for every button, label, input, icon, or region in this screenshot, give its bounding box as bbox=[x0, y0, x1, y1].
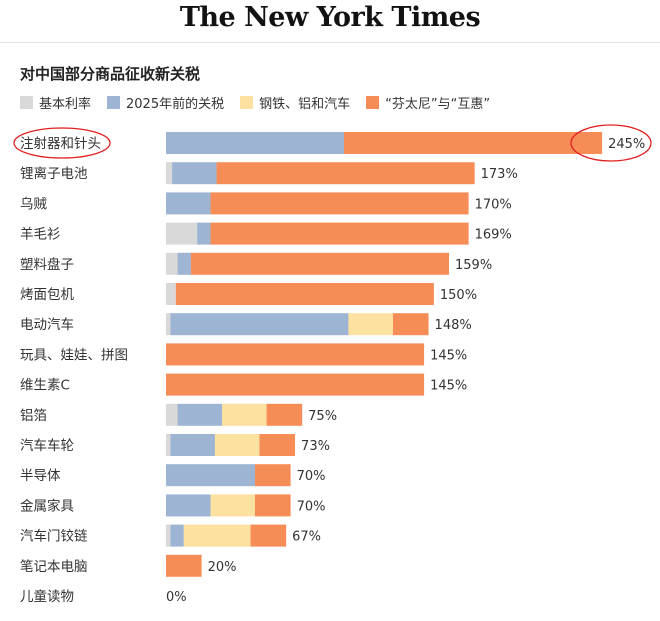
legend-label-fentanyl-reciprocal: “芬太尼”与“互惠” bbox=[385, 96, 491, 112]
legend-swatch-steel-aluminum-auto bbox=[240, 95, 254, 109]
bar-sweaters-base-rate bbox=[166, 222, 198, 245]
category-label-vitamin-c: 维生素C bbox=[20, 378, 70, 394]
bar-car-door-hinges-base-rate bbox=[166, 524, 171, 547]
chart-legend: 基本利率 2025年前的关税 钢铁、铝和汽车 “芬太尼”与“互惠” bbox=[20, 92, 506, 112]
category-label-squid: 乌贼 bbox=[20, 196, 47, 212]
legend-swatch-base-rate bbox=[20, 95, 33, 109]
legend-label-pre-2025: 2025年前的关税 bbox=[126, 96, 225, 112]
bar-laptops-fentanyl-reciprocal bbox=[166, 554, 202, 577]
category-label-metal-furniture: 金属家具 bbox=[20, 497, 74, 514]
value-label-semiconductors: 70% bbox=[297, 469, 326, 484]
bar-vitamin-c-fentanyl-reciprocal bbox=[166, 373, 425, 396]
legend-swatch-fentanyl-reciprocal bbox=[366, 95, 380, 109]
category-label-sweaters: 羊毛衫 bbox=[20, 227, 61, 243]
legend-item-pre-2025: 2025年前的关税 bbox=[107, 93, 224, 112]
bar-electric-vehicles-pre-2025 bbox=[170, 313, 349, 336]
value-label-car-wheels: 73% bbox=[301, 439, 330, 454]
bar-aluminum-foil-pre-2025 bbox=[177, 403, 223, 426]
category-label-li-ion-batteries: 锂离子电池 bbox=[20, 165, 88, 182]
value-label-metal-furniture: 70% bbox=[297, 499, 326, 514]
bar-metal-furniture-fentanyl-reciprocal bbox=[255, 494, 291, 517]
category-label-syringes: 注射器和针头 bbox=[20, 136, 101, 152]
bar-plastic-plates-base-rate bbox=[166, 252, 178, 275]
bar-car-wheels-base-rate bbox=[166, 434, 171, 456]
highlight-circle-category bbox=[13, 127, 111, 159]
header-divider bbox=[0, 42, 660, 43]
bar-sweaters-fentanyl-reciprocal bbox=[210, 222, 469, 245]
category-label-childrens-books: 儿童读物 bbox=[20, 588, 74, 605]
value-label-car-door-hinges: 67% bbox=[292, 530, 321, 545]
bar-metal-furniture-steel-aluminum-auto bbox=[210, 494, 255, 517]
value-label-toasters: 150% bbox=[440, 288, 477, 303]
value-label-vitamin-c: 145% bbox=[430, 379, 467, 394]
bar-aluminum-foil-base-rate bbox=[166, 403, 178, 426]
category-label-car-door-hinges: 汽车门铰链 bbox=[20, 528, 88, 545]
bar-toasters-fentanyl-reciprocal bbox=[175, 283, 434, 305]
legend-item-base-rate: 基本利率 bbox=[20, 93, 91, 112]
legend-label-steel-aluminum-auto: 钢铁、铝和汽车 bbox=[259, 96, 351, 112]
bar-electric-vehicles-base-rate bbox=[166, 313, 171, 336]
category-label-aluminum-foil: 铝箔 bbox=[20, 408, 47, 424]
bar-syringes-pre-2025 bbox=[166, 132, 344, 154]
legend-swatch-pre-2025 bbox=[107, 95, 121, 109]
bar-squid-pre-2025 bbox=[166, 192, 211, 215]
bar-car-door-hinges-fentanyl-reciprocal bbox=[250, 524, 287, 547]
bar-electric-vehicles-fentanyl-reciprocal bbox=[392, 313, 429, 336]
bar-li-ion-batteries-base-rate bbox=[166, 162, 173, 185]
legend-item-steel-aluminum-auto: 钢铁、铝和汽车 bbox=[240, 93, 350, 112]
bar-car-wheels-steel-aluminum-auto bbox=[214, 434, 260, 456]
highlight-circle-value bbox=[570, 124, 652, 162]
bar-metal-furniture-pre-2025 bbox=[166, 494, 211, 517]
bar-car-door-hinges-steel-aluminum-auto bbox=[183, 524, 251, 547]
value-label-childrens-books: 0% bbox=[166, 590, 187, 605]
category-label-car-wheels: 汽车车轮 bbox=[20, 437, 74, 454]
bar-syringes-fentanyl-reciprocal bbox=[344, 132, 603, 154]
masthead-logo: The New York Times bbox=[179, 2, 481, 33]
chart-title: 对中国部分商品征收新关税 bbox=[20, 65, 201, 83]
value-label-sweaters: 169% bbox=[475, 228, 512, 243]
value-label-toys-dolls-puzzles: 145% bbox=[430, 348, 467, 363]
bar-electric-vehicles-steel-aluminum-auto bbox=[348, 313, 393, 336]
legend-label-base-rate: 基本利率 bbox=[39, 96, 92, 112]
category-label-toys-dolls-puzzles: 玩具、娃娃、拼图 bbox=[20, 347, 128, 363]
value-label-plastic-plates: 159% bbox=[455, 258, 492, 273]
value-label-li-ion-batteries: 173% bbox=[481, 167, 518, 182]
value-label-squid: 170% bbox=[475, 197, 512, 212]
category-label-electric-vehicles: 电动汽车 bbox=[20, 316, 74, 333]
bar-car-door-hinges-pre-2025 bbox=[170, 524, 184, 547]
bar-toasters-base-rate bbox=[166, 283, 176, 305]
bar-li-ion-batteries-pre-2025 bbox=[172, 162, 217, 185]
bar-car-wheels-fentanyl-reciprocal bbox=[259, 434, 296, 456]
legend-item-fentanyl-reciprocal: “芬太尼”与“互惠” bbox=[366, 93, 490, 112]
category-label-plastic-plates: 塑料盘子 bbox=[20, 256, 74, 273]
category-label-toasters: 烤面包机 bbox=[20, 287, 74, 303]
category-label-laptops: 笔记本电脑 bbox=[20, 559, 88, 575]
bar-car-wheels-pre-2025 bbox=[170, 434, 215, 456]
bar-semiconductors-fentanyl-reciprocal bbox=[255, 464, 291, 487]
value-label-electric-vehicles: 148% bbox=[435, 318, 472, 333]
bar-aluminum-foil-fentanyl-reciprocal bbox=[266, 403, 303, 426]
bar-plastic-plates-pre-2025 bbox=[177, 252, 191, 275]
bar-squid-fentanyl-reciprocal bbox=[210, 192, 469, 215]
value-label-syringes: 245% bbox=[608, 137, 645, 152]
value-label-aluminum-foil: 75% bbox=[308, 409, 337, 424]
bar-aluminum-foil-steel-aluminum-auto bbox=[222, 403, 267, 426]
bar-plastic-plates-fentanyl-reciprocal bbox=[190, 252, 450, 275]
bar-li-ion-batteries-fentanyl-reciprocal bbox=[216, 162, 475, 185]
value-label-laptops: 20% bbox=[208, 560, 237, 575]
bar-toys-dolls-puzzles-fentanyl-reciprocal bbox=[166, 343, 425, 366]
bar-sweaters-pre-2025 bbox=[197, 222, 211, 245]
category-label-semiconductors: 半导体 bbox=[20, 468, 61, 484]
bar-semiconductors-pre-2025 bbox=[166, 464, 255, 487]
